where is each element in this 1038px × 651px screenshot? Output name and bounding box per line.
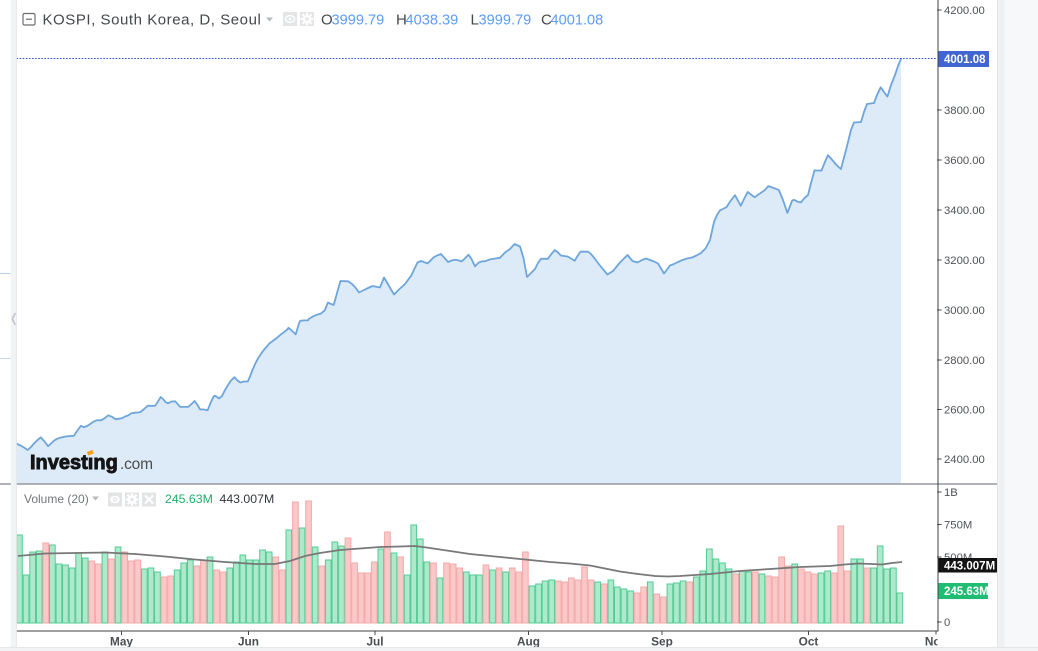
svg-text:4001.08: 4001.08 bbox=[944, 54, 986, 66]
svg-text:Jun: Jun bbox=[238, 635, 259, 649]
svg-text:Oct: Oct bbox=[799, 635, 819, 649]
svg-text:3800.00: 3800.00 bbox=[944, 105, 985, 117]
svg-text:Investıng: Investıng bbox=[30, 452, 118, 474]
svg-text:3600.00: 3600.00 bbox=[944, 155, 985, 167]
svg-text:245.63M: 245.63M bbox=[944, 586, 989, 598]
svg-text:3400.00: 3400.00 bbox=[944, 205, 985, 217]
svg-text:750M: 750M bbox=[944, 519, 972, 531]
svg-text:245.63M: 245.63M bbox=[165, 492, 213, 506]
svg-text:443.007M: 443.007M bbox=[944, 561, 995, 573]
svg-text:May: May bbox=[110, 635, 133, 649]
svg-text:Volume (20): Volume (20) bbox=[24, 492, 89, 506]
svg-text:KOSPI, South Korea, D, Seoul: KOSPI, South Korea, D, Seoul bbox=[43, 12, 262, 29]
svg-text:1B: 1B bbox=[944, 487, 958, 499]
svg-text:443.007M: 443.007M bbox=[220, 492, 275, 506]
svg-text:Aug: Aug bbox=[517, 635, 540, 649]
svg-text:3000.00: 3000.00 bbox=[944, 305, 985, 317]
svg-text:4200.00: 4200.00 bbox=[944, 5, 985, 17]
svg-text:3200.00: 3200.00 bbox=[944, 255, 985, 267]
svg-text:0: 0 bbox=[944, 617, 950, 629]
svg-text:Jul: Jul bbox=[366, 635, 383, 649]
svg-text:2800.00: 2800.00 bbox=[944, 355, 985, 367]
svg-text:2400.00: 2400.00 bbox=[944, 454, 985, 466]
svg-text:Sep: Sep bbox=[651, 635, 673, 649]
svg-text:2600.00: 2600.00 bbox=[944, 404, 985, 416]
svg-text:Nov: Nov bbox=[925, 635, 948, 649]
svg-text:.com: .com bbox=[120, 456, 153, 473]
